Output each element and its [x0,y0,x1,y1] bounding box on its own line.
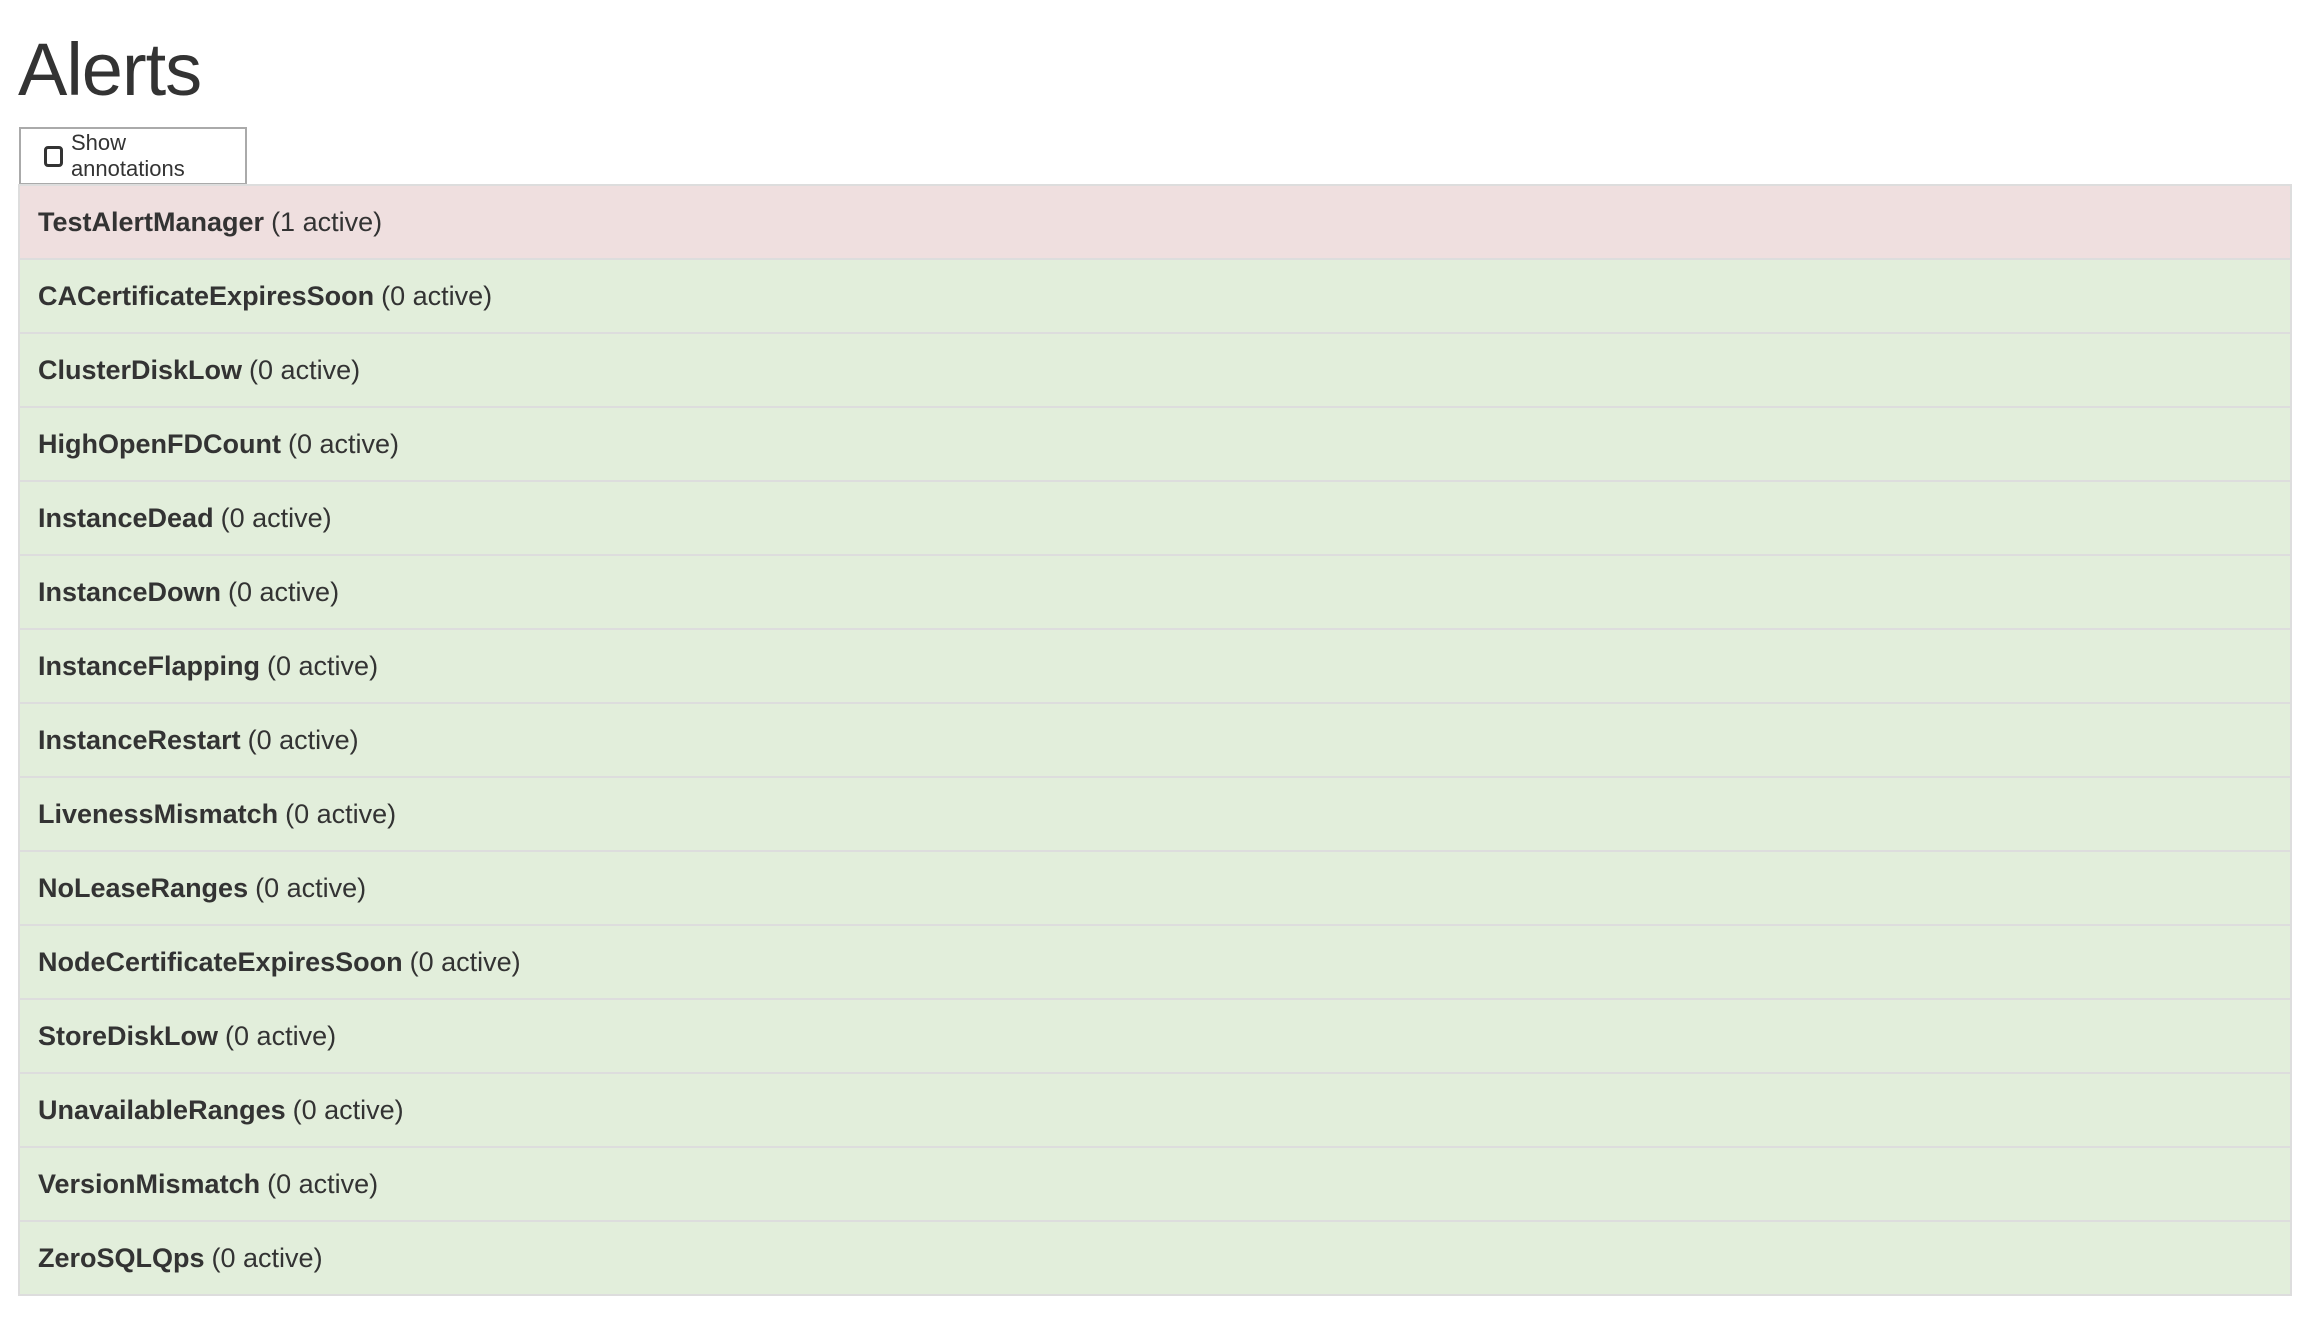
show-annotations-button[interactable]: Show annotations [19,127,247,185]
alert-row-cacertificate-expires-soon[interactable]: CACertificateExpiresSoon (0 active) [20,260,2290,334]
alert-list: TestAlertManager (1 active) CACertificateE… [18,184,2292,1296]
alert-name: ClusterDiskLow [38,354,243,385]
alert-row-version-mismatch[interactable]: VersionMismatch (0 active) [20,1148,2290,1222]
alert-active-count: (0 active) [220,502,332,533]
alert-row-high-open-fdcount[interactable]: HighOpenFDCount (0 active) [20,408,2290,482]
alert-name: TestAlertManager [38,206,265,237]
alert-active-count: (0 active) [255,872,367,903]
alert-active-count: (0 active) [285,798,397,829]
page-title: Alerts [18,28,202,111]
alert-active-count: (0 active) [267,1168,379,1199]
alert-name: VersionMismatch [38,1168,261,1199]
alert-active-count: (0 active) [409,946,521,977]
alert-name: UnavailableRanges [38,1094,286,1125]
show-annotations-label: Show annotations [70,130,185,181]
alert-name: CACertificateExpiresSoon [38,280,375,311]
alert-active-count: (0 active) [381,280,493,311]
alert-active-count: (0 active) [225,1020,337,1051]
alert-row-node-certificate-expires-soon[interactable]: NodeCertificateExpiresSoon (0 active) [20,926,2290,1000]
alert-row-no-lease-ranges[interactable]: NoLeaseRanges (0 active) [20,852,2290,926]
alert-name: HighOpenFDCount [38,428,281,459]
alert-name: InstanceRestart [38,724,241,755]
checkbox-icon[interactable] [44,145,63,167]
alert-row-instance-flapping[interactable]: InstanceFlapping (0 active) [20,630,2290,704]
alert-name: ZeroSQLQps [38,1242,205,1273]
alert-name: NodeCertificateExpiresSoon [38,946,403,977]
alert-name: StoreDiskLow [38,1020,219,1051]
alert-row-test-alert-manager[interactable]: TestAlertManager (1 active) [20,186,2290,260]
alert-active-count: (0 active) [247,724,359,755]
alert-row-liveness-mismatch[interactable]: LivenessMismatch (0 active) [20,778,2290,852]
alert-active-count: (0 active) [249,354,361,385]
alert-active-count: (0 active) [267,650,379,681]
alert-row-unavailable-ranges[interactable]: UnavailableRanges (0 active) [20,1074,2290,1148]
alert-row-instance-restart[interactable]: InstanceRestart (0 active) [20,704,2290,778]
alert-active-count: (0 active) [211,1242,323,1273]
alert-active-count: (1 active) [271,206,383,237]
alert-active-count: (0 active) [287,428,399,459]
alert-row-instance-down[interactable]: InstanceDown (0 active) [20,556,2290,630]
alert-row-cluster-disk-low[interactable]: ClusterDiskLow (0 active) [20,334,2290,408]
alert-active-count: (0 active) [292,1094,404,1125]
alert-name: LivenessMismatch [38,798,279,829]
alert-name: InstanceDead [38,502,214,533]
alert-row-zero-sqlqps[interactable]: ZeroSQLQps (0 active) [20,1222,2290,1296]
alert-name: InstanceDown [38,576,222,607]
alert-row-instance-dead[interactable]: InstanceDead (0 active) [20,482,2290,556]
alert-active-count: (0 active) [228,576,340,607]
alert-row-store-disk-low[interactable]: StoreDiskLow (0 active) [20,1000,2290,1074]
alert-name: NoLeaseRanges [38,872,249,903]
alert-name: InstanceFlapping [38,650,261,681]
